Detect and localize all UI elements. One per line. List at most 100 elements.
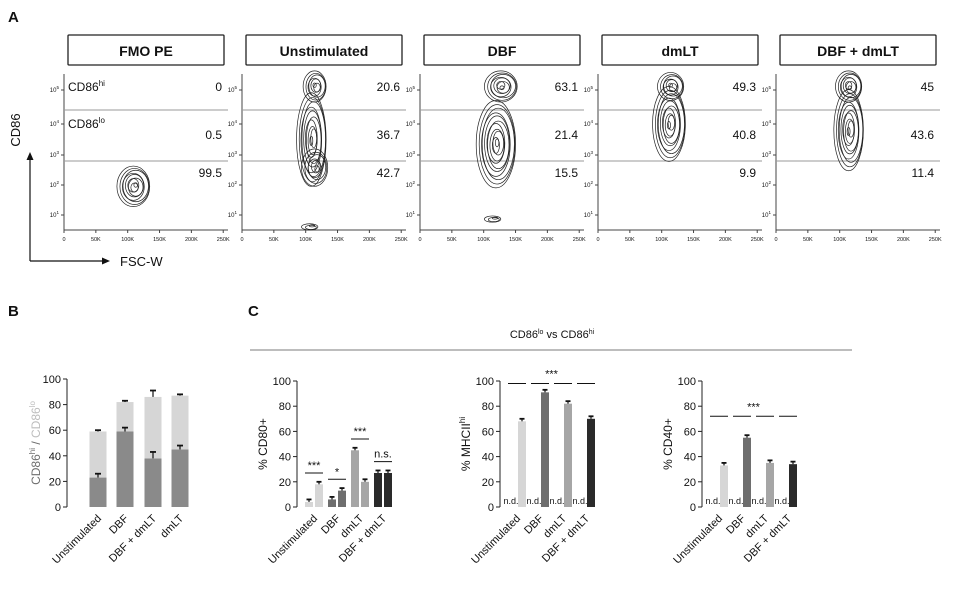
- y-tick-label: 60: [684, 426, 696, 438]
- contour-line: [301, 223, 319, 231]
- flow-x-tick-label: 100K: [477, 237, 490, 243]
- flow-y-tick-label: 105: [762, 85, 772, 94]
- flow-y-tick-label: 103: [762, 150, 772, 159]
- flow-x-tick-label: 0: [774, 237, 777, 243]
- chart-c-header: CD86lo vs CD86hi: [250, 329, 852, 351]
- contour-line: [130, 182, 139, 193]
- bar-cd86hi: [338, 490, 346, 507]
- bar-cd86hi: [564, 403, 572, 507]
- bar-cd86hi: [789, 464, 797, 507]
- flow-y-tick-label: 103: [406, 150, 416, 159]
- contour-line: [666, 121, 671, 130]
- flow-x-tick-label: 200K: [541, 237, 554, 243]
- contour-line: [662, 78, 679, 96]
- flow-y-tick-label: 102: [762, 180, 772, 189]
- contour-line: [840, 74, 862, 99]
- flow-y-tick-label: 101: [584, 210, 594, 219]
- nd-label: n.d.: [503, 496, 518, 506]
- gate-percent-lo: 21.4: [555, 128, 579, 142]
- y-tick-label: 20: [49, 476, 61, 488]
- contour-line: [489, 128, 505, 162]
- bar-cd86hi: [384, 472, 392, 507]
- panel-label-b: B: [8, 303, 19, 320]
- contour-line: [487, 217, 500, 223]
- contour-line: [843, 110, 859, 152]
- flow-x-tick-label: 0: [596, 237, 599, 243]
- gate-percent-hi: 63.1: [555, 80, 579, 94]
- nd-label: n.d.: [526, 496, 541, 506]
- flow-plot-title: DBF + dmLT: [817, 43, 899, 59]
- contour-line: [314, 165, 320, 173]
- flow-x-tick-label: 150K: [331, 237, 344, 243]
- y-tick-label: 20: [279, 477, 291, 489]
- bar-cd86lo: [374, 472, 382, 507]
- bar-cd86lo: [89, 431, 107, 478]
- contour-line: [125, 174, 144, 198]
- contour-line: [663, 75, 683, 97]
- y-tick-label: 20: [482, 477, 494, 489]
- contour-line: [667, 114, 675, 131]
- significance-label: n.s.: [374, 449, 392, 461]
- gate-percent-lo: 43.6: [911, 128, 935, 142]
- gate-percent-neg: 42.7: [377, 166, 401, 180]
- gate-percent-neg: 9.9: [739, 166, 756, 180]
- panel-label-a: A: [8, 9, 19, 26]
- flow-y-tick-label: 102: [406, 180, 416, 189]
- contour-line: [496, 81, 510, 94]
- flow-x-tick-label: 100K: [121, 237, 134, 243]
- flow-y-tick-label: 103: [50, 150, 60, 159]
- contour-line: [484, 115, 510, 172]
- contour-group: [833, 70, 864, 172]
- bar-cd86hi: [171, 449, 189, 507]
- flow-y-tick-label: 105: [228, 85, 238, 94]
- flow-x-tick-label: 150K: [865, 237, 878, 243]
- y-tick-label: 40: [482, 452, 494, 464]
- contour-line: [481, 107, 515, 181]
- contour-line: [846, 127, 851, 136]
- contour-line: [127, 178, 140, 193]
- flow-plot: DBF + dmLT 0 50K 100K 150K 200K 250K 105 104 103 1…: [762, 34, 942, 243]
- x-arrow-head: [102, 257, 110, 265]
- bar-cd86hi: [361, 481, 369, 507]
- flow-plot-title: dmLT: [661, 43, 699, 59]
- flow-y-tick-label: 101: [50, 210, 60, 219]
- flow-plot: dmLT 0 50K 100K 150K 200K 250K 105 104 103 102 101 4…: [584, 34, 764, 243]
- flow-y-tick-label: 103: [228, 150, 238, 159]
- gate-percent-lo: 0.5: [205, 128, 222, 142]
- gate-percent-hi: 20.6: [377, 80, 401, 94]
- contour-line: [304, 151, 328, 184]
- bar-cd86lo: [351, 450, 359, 507]
- y-tick-label: 0: [55, 502, 61, 514]
- contour-line: [307, 77, 322, 97]
- flow-plot-title: DBF: [488, 43, 517, 59]
- contour-line: [493, 77, 511, 94]
- y-axis-label: CD86hi / CD86lo: [28, 401, 43, 485]
- contour-line: [668, 82, 673, 88]
- contour-line: [475, 100, 516, 189]
- y-axis-label: % CD80+: [256, 418, 270, 470]
- flow-title-box: [245, 34, 403, 66]
- gate-percent-neg: 15.5: [555, 166, 579, 180]
- y-arrow-head: [26, 152, 34, 160]
- bar-cd86lo: [305, 501, 313, 507]
- x-tick-label: DBF: [107, 512, 131, 536]
- significance-label: ***: [545, 369, 559, 381]
- y-axis-label: % MHCIIhi: [458, 417, 473, 471]
- y-tick-label: 60: [279, 426, 291, 438]
- x-tick-label: Unstimulated: [469, 513, 523, 567]
- flow-x-tick-label: 0: [418, 237, 421, 243]
- contour-line: [301, 148, 329, 187]
- flow-x-tick-label: 250K: [395, 237, 408, 243]
- nd-label: n.d.: [572, 496, 587, 506]
- bar-cd86hi: [315, 484, 323, 507]
- flow-y-tick-label: 101: [762, 210, 772, 219]
- flow-x-tick-label: 150K: [687, 237, 700, 243]
- bar-cd86hi: [144, 458, 162, 507]
- contour-line: [128, 177, 144, 197]
- contour-line: [122, 169, 149, 203]
- flow-y-tick-label: 104: [228, 119, 238, 128]
- chart-b: 0 20 40 60 80 100 CD86hi / CD86lo Unstimulated D…: [28, 374, 189, 567]
- contour-line: [655, 90, 686, 159]
- contour-line: [499, 85, 505, 91]
